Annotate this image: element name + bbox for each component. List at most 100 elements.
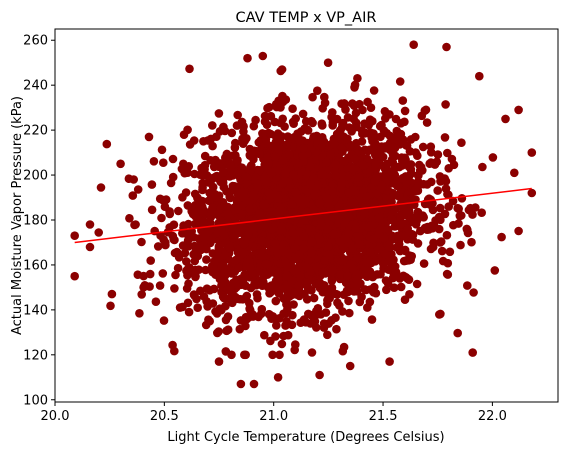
data-point [249, 146, 259, 156]
data-point [394, 240, 404, 249]
data-point [380, 173, 390, 182]
data-point [389, 283, 399, 293]
data-point [353, 253, 363, 263]
data-point [302, 262, 311, 272]
data-point [360, 209, 369, 218]
data-point [246, 263, 255, 272]
data-point [454, 219, 463, 228]
data-point [299, 232, 309, 241]
data-point [426, 148, 436, 157]
data-point [527, 148, 537, 157]
x-tick-label: 21.0 [259, 409, 288, 424]
data-point [153, 242, 163, 251]
data-point [208, 121, 217, 130]
data-point [339, 157, 349, 166]
data-point [218, 290, 228, 299]
data-point [299, 144, 308, 153]
data-point [159, 235, 168, 244]
data-point [337, 180, 347, 189]
data-point [245, 197, 254, 206]
data-point [147, 180, 157, 189]
data-point [374, 230, 384, 239]
data-point [455, 211, 465, 221]
data-point [402, 207, 411, 217]
data-point [367, 221, 377, 230]
data-point [317, 119, 327, 128]
data-point [202, 255, 211, 264]
data-point [299, 195, 309, 204]
data-point [343, 287, 353, 297]
data-point [290, 345, 300, 355]
data-point [364, 120, 374, 130]
data-point [393, 181, 403, 191]
data-point [371, 160, 381, 169]
data-point [477, 208, 487, 217]
y-tick-label: 220 [23, 124, 48, 139]
data-point [245, 204, 254, 214]
data-point [366, 103, 376, 112]
data-point [165, 207, 174, 216]
data-point [354, 232, 364, 242]
data-point [225, 244, 235, 253]
y-tick-label: 240 [23, 79, 48, 94]
data-point [222, 149, 232, 159]
data-point [254, 312, 263, 322]
data-point [208, 141, 217, 151]
data-point [398, 173, 408, 183]
data-point [344, 212, 354, 222]
data-point [309, 293, 319, 303]
data-point [426, 244, 436, 254]
data-point [137, 290, 146, 299]
data-point [440, 209, 450, 219]
data-point [469, 288, 478, 297]
data-point [199, 137, 208, 146]
data-point [335, 270, 345, 279]
data-point [278, 156, 288, 165]
data-point [193, 194, 203, 203]
data-point [395, 77, 405, 86]
data-point [298, 151, 308, 161]
data-point [363, 258, 372, 268]
data-point [280, 257, 290, 267]
data-point [400, 117, 409, 127]
data-point [168, 154, 178, 164]
data-point [441, 100, 450, 109]
data-point [261, 259, 271, 269]
data-point [270, 152, 280, 162]
data-point [139, 271, 148, 281]
data-point [467, 237, 476, 247]
data-point [443, 270, 453, 279]
data-point [259, 200, 269, 210]
data-point [293, 129, 302, 138]
data-point [306, 162, 315, 171]
data-point [295, 271, 305, 280]
data-point [350, 154, 360, 164]
data-point [315, 278, 324, 288]
data-point [338, 147, 347, 156]
data-point [137, 237, 146, 247]
data-point [488, 153, 498, 162]
data-point [357, 292, 366, 302]
data-point [151, 297, 161, 307]
data-point [70, 271, 79, 281]
data-point [416, 162, 426, 172]
data-point [377, 120, 386, 130]
data-point [255, 166, 265, 175]
data-point [183, 236, 193, 245]
data-point [320, 92, 329, 102]
data-point [279, 331, 288, 341]
data-point [331, 289, 341, 299]
data-point [283, 290, 293, 299]
data-point [231, 255, 241, 265]
data-point [159, 316, 169, 325]
data-point [181, 188, 191, 197]
data-point [373, 245, 382, 255]
data-point [249, 121, 259, 131]
data-point [436, 215, 445, 225]
data-point [234, 263, 243, 273]
data-point [299, 244, 308, 254]
data-point [323, 58, 333, 67]
data-point [440, 133, 450, 142]
data-point [327, 283, 337, 293]
data-point [312, 262, 322, 272]
